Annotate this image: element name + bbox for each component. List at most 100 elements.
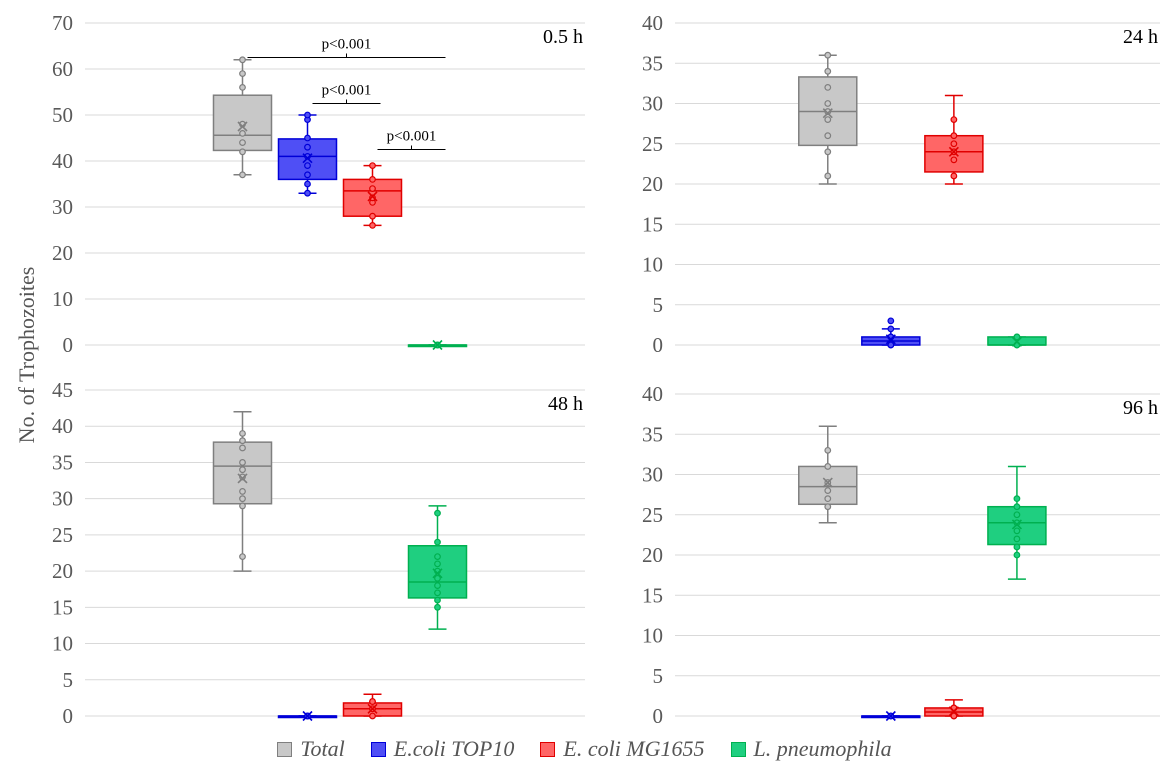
panel-title: 0.5 h	[543, 26, 583, 48]
data-point	[1013, 527, 1021, 535]
data-point	[950, 172, 958, 180]
y-tick-label: 10	[52, 632, 73, 656]
data-point	[434, 509, 441, 517]
y-tick-label: 40	[642, 382, 663, 406]
box-l-pneumophila	[987, 465, 1047, 580]
data-point	[887, 317, 895, 325]
y-tick-label: 35	[52, 450, 73, 474]
mean-marker	[1011, 519, 1022, 530]
data-point	[369, 698, 376, 705]
box-e-coli-top10	[861, 317, 921, 349]
mean-marker	[367, 191, 378, 202]
mean-marker	[237, 473, 248, 484]
box-e-coli-top10	[861, 710, 921, 722]
y-tick-label: 20	[52, 241, 73, 265]
box-e-coli-mg1655	[924, 94, 984, 185]
data-point	[239, 502, 246, 510]
data-point	[239, 553, 246, 561]
mean-marker	[948, 146, 959, 157]
mean-marker	[948, 706, 959, 717]
data-point	[1013, 543, 1021, 551]
chart-panel-1: 0 10 20 30 40 50 60 70 0.5 h p<0.001 p<0.001 p<0.00…	[52, 11, 585, 357]
mean-marker	[1011, 336, 1022, 347]
box-e-coli-mg1655	[924, 699, 984, 720]
legend-swatch-ecoli-top10	[370, 741, 386, 757]
chart-panel-3: 0 5 10 15 20 25 30 35 40 45 48 h	[52, 378, 585, 728]
data-point	[887, 341, 895, 349]
y-tick-label: 70	[52, 11, 73, 35]
legend-item-l-pneumophila: L. pneumophila	[730, 736, 892, 762]
y-tick-label: 10	[642, 624, 663, 648]
box-e-coli-top10	[277, 111, 338, 197]
y-tick-label: 0	[63, 704, 74, 728]
legend-item-ecoli-mg1655: E. coli MG1655	[540, 736, 705, 762]
mean-marker	[237, 121, 248, 132]
legend-label-total: Total	[300, 736, 345, 761]
data-point	[304, 134, 311, 142]
y-tick-label: 45	[52, 378, 73, 402]
data-point	[239, 466, 246, 474]
legend-swatch-total	[277, 741, 293, 757]
y-tick-label: 35	[642, 422, 663, 446]
y-tick-label: 10	[52, 287, 73, 311]
data-point	[369, 185, 376, 193]
chart-panel-2: 0 5 10 15 20 25 30 35 40 24 h	[642, 11, 1160, 357]
box-e-coli-mg1655	[342, 693, 403, 720]
data-point	[1013, 535, 1021, 543]
data-point	[434, 553, 441, 561]
y-tick-label: 0	[653, 333, 664, 357]
panel-title: 24 h	[1123, 26, 1158, 48]
data-point	[434, 574, 441, 582]
y-tick-label: 20	[642, 543, 663, 567]
y-tick-label: 40	[642, 11, 663, 35]
data-point	[950, 156, 958, 164]
y-tick-label: 25	[52, 523, 73, 547]
y-tick-label: 0	[653, 704, 664, 728]
data-point	[950, 140, 958, 148]
p-value-label: p<0.001	[387, 129, 437, 145]
data-point	[304, 111, 311, 119]
box-total	[798, 51, 858, 185]
y-tick-label: 40	[52, 149, 73, 173]
data-point	[434, 560, 441, 568]
data-point	[824, 495, 832, 503]
mean-marker	[822, 477, 833, 488]
data-point	[369, 162, 376, 170]
data-point	[887, 325, 895, 333]
y-tick-label: 20	[52, 559, 73, 583]
data-point	[239, 129, 246, 137]
box-total	[212, 56, 273, 179]
mean-marker	[367, 703, 378, 714]
mean-marker	[432, 568, 443, 579]
data-point	[434, 596, 441, 604]
data-point	[1013, 503, 1021, 511]
data-point	[434, 582, 441, 589]
data-point	[1013, 511, 1021, 519]
data-point	[239, 70, 246, 77]
data-point	[239, 437, 246, 445]
data-point	[824, 100, 832, 107]
data-point	[369, 712, 376, 720]
data-point	[304, 171, 311, 179]
data-point	[369, 194, 376, 202]
box-total	[212, 410, 273, 572]
y-tick-label: 20	[642, 172, 663, 196]
data-point	[304, 162, 311, 170]
legend-item-total: Total	[277, 736, 345, 762]
data-point	[304, 143, 311, 151]
data-point	[824, 487, 832, 495]
mean-marker	[302, 153, 313, 164]
y-tick-label: 5	[653, 293, 664, 317]
legend-swatch-ecoli-mg1655	[540, 741, 556, 757]
data-point	[950, 132, 958, 140]
data-point	[824, 148, 832, 156]
box-l-pneumophila	[407, 505, 468, 630]
y-tick-label: 15	[642, 212, 663, 236]
data-point	[239, 148, 246, 156]
y-tick-label: 30	[642, 92, 663, 116]
data-point	[239, 473, 246, 481]
data-point	[239, 83, 246, 91]
y-tick-label: 0	[63, 333, 74, 357]
data-point	[824, 503, 832, 511]
